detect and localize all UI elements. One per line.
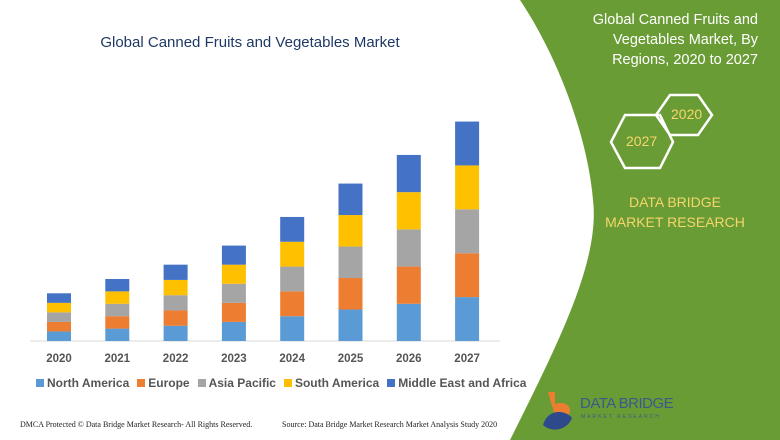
hex-2027-label: 2027 <box>626 133 658 149</box>
dmca-notice: DMCA Protected © Data Bridge Market Rese… <box>20 420 253 429</box>
logo-mark <box>543 392 572 430</box>
bar-segment <box>396 192 421 230</box>
brand-text: DATA BRIDGE MARKET RESEARCH <box>605 194 745 230</box>
legend-swatch <box>283 379 292 387</box>
bar-segment <box>105 291 130 304</box>
legend-swatch <box>137 379 146 387</box>
bar-segment <box>105 278 130 292</box>
bar-segment <box>280 216 305 242</box>
legend-label: Middle East and Africa <box>398 376 527 390</box>
legend-swatch <box>197 379 206 387</box>
bar-segment <box>221 245 246 265</box>
source-note: Source: Data Bridge Market Research Mark… <box>282 420 498 429</box>
bar-segment <box>47 302 71 313</box>
bar-segment <box>338 278 363 310</box>
bar-segment <box>163 325 188 341</box>
x-tick-label: 2024 <box>279 353 305 365</box>
hex-2027 <box>609 113 675 170</box>
x-tick-label: 2023 <box>221 353 247 365</box>
x-tick-label: 2021 <box>105 353 131 365</box>
green-panel <box>510 0 780 440</box>
bar-segment <box>47 321 71 332</box>
legend-item: Middle East and Africa <box>387 376 526 390</box>
bar-segment <box>280 291 305 317</box>
bar-segment <box>396 229 421 267</box>
legend-item: Europe <box>137 376 190 390</box>
bar-segment <box>47 293 71 303</box>
bar-segment <box>280 241 305 267</box>
bar-segment <box>221 264 246 284</box>
chart-title: Global Canned Fruits and Vegetables Mark… <box>100 34 400 51</box>
x-tick-label: 2027 <box>454 353 480 365</box>
bar-segment <box>280 316 305 341</box>
x-tick-label: 2026 <box>396 353 422 365</box>
bar-segment <box>280 266 305 292</box>
bar-segment <box>221 321 246 341</box>
x-tick-label: 2025 <box>338 353 364 365</box>
bar-segment <box>455 253 480 298</box>
x-tick-label: 2020 <box>46 353 72 365</box>
legend-label: Asia Pacific <box>208 376 276 390</box>
bar-segment <box>163 264 188 280</box>
bar-segment <box>396 303 421 341</box>
bar-segment <box>455 209 480 254</box>
bar-segment <box>105 303 130 317</box>
bar-segment <box>47 312 71 322</box>
bar-segment <box>221 283 246 303</box>
legend-item: North America <box>36 376 129 390</box>
bar-segment <box>338 246 363 279</box>
bar-segment <box>47 331 71 341</box>
legend-item: South America <box>283 376 380 390</box>
hex-2020-label: 2020 <box>671 106 703 122</box>
bar-segment <box>163 310 188 326</box>
bar-segment <box>163 295 188 311</box>
legend-swatch <box>387 379 396 387</box>
legend-label: South America <box>294 376 380 390</box>
bar-segment <box>338 183 363 216</box>
bar-segment <box>396 266 421 304</box>
bar-segment <box>396 154 421 193</box>
legend-item: Asia Pacific <box>197 376 276 390</box>
bar-segment <box>105 316 130 329</box>
bar-segment <box>105 328 130 341</box>
bar-segment <box>221 302 246 322</box>
bar-segment <box>338 215 363 247</box>
legend-label: North America <box>47 376 130 390</box>
logo-sub: MARKET RESEARCH <box>581 414 661 420</box>
bar-segment <box>455 297 480 341</box>
legend-swatch <box>36 379 44 387</box>
bar-segment <box>163 279 188 296</box>
bar-segment <box>338 309 363 341</box>
legend-label: Europe <box>148 376 190 390</box>
bar-segment <box>455 165 480 210</box>
panel-title: Global Canned Fruits and Vegetables Mark… <box>592 12 758 68</box>
legend: North America Europe Asia Pacific South Ame… <box>36 376 526 390</box>
bar-segment <box>455 121 480 166</box>
x-tick-label: 2022 <box>163 353 189 365</box>
logo-name: DATA BRIDGE <box>580 395 674 412</box>
